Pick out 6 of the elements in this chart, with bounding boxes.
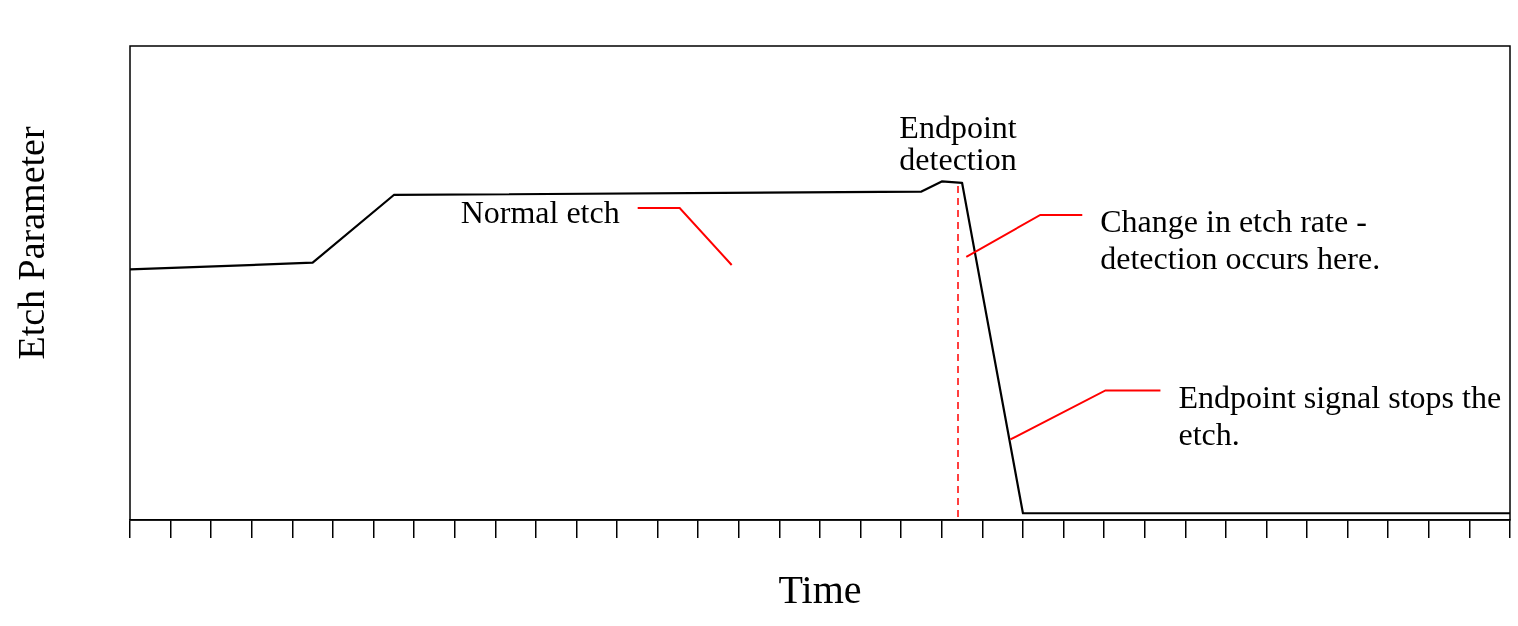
x-axis-title: Time <box>778 566 862 612</box>
annotation: Normal etch <box>460 194 620 231</box>
text: Endpoint detection <box>899 109 1017 178</box>
y-axis-title: Etch Parameter <box>9 126 52 360</box>
annotation: Endpoint signal stops the etch. <box>1178 378 1502 452</box>
annotation: Change in etch rate - detection occurs here. <box>1100 203 1381 277</box>
